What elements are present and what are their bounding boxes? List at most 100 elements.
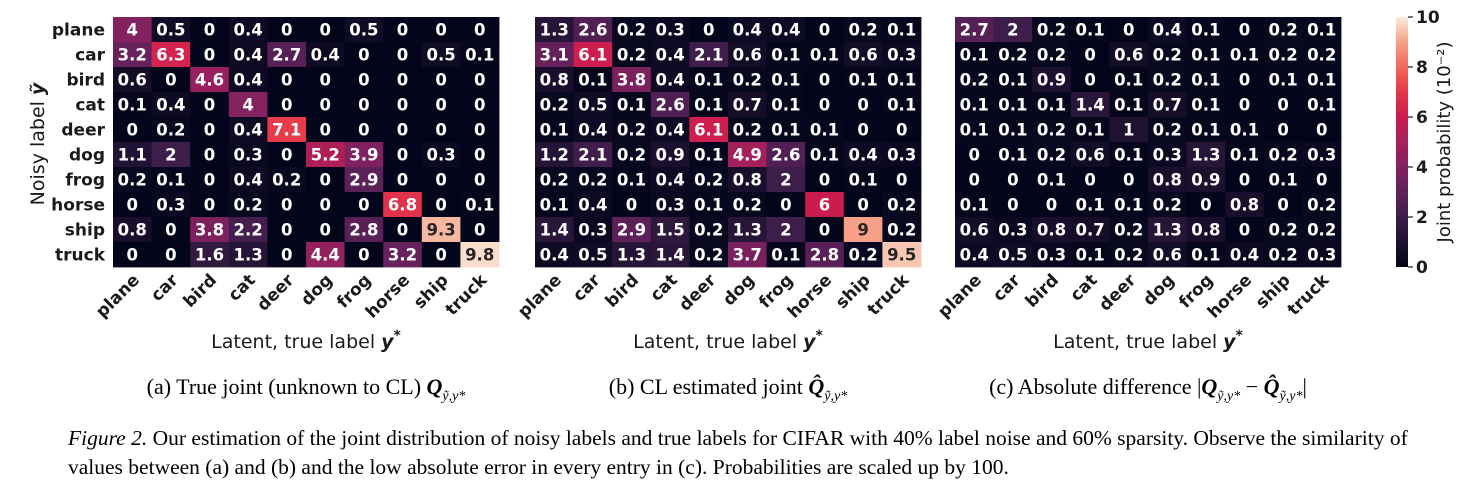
cell-value-label: 0.1 (848, 71, 877, 90)
cell-value-label: 3.7 (733, 246, 762, 265)
cell-value-label: 0.2 (617, 121, 646, 140)
cell-value-label: 0.3 (1153, 146, 1182, 165)
cell-value-label: 0 (320, 71, 331, 90)
cell-value-label: 0.1 (771, 46, 800, 65)
heatmap-cell (1148, 242, 1187, 268)
heatmap-cell (1225, 117, 1265, 143)
cell-value-label: 0 (819, 96, 830, 115)
heatmap-cell (689, 117, 729, 143)
cell-value-label: 0.1 (1191, 21, 1220, 40)
cell-value-label: 0.8 (118, 221, 147, 240)
heatmap-cell (421, 192, 461, 218)
cell-value-label: 0 (165, 246, 176, 265)
cell-value-label: 2.7 (272, 46, 301, 65)
cell-value-label: 0 (819, 71, 830, 90)
cell-value-label: 4 (242, 96, 253, 115)
heatmap-cell (1148, 217, 1187, 243)
heatmap-cell (1302, 142, 1342, 168)
cell-value-label: 0.1 (694, 146, 723, 165)
heatmap-cell (383, 142, 423, 168)
cell-value-label: 2.6 (578, 21, 607, 40)
heatmap-cell (1148, 142, 1187, 168)
cell-value-label: 0 (435, 96, 446, 115)
heatmap-cell (1148, 192, 1187, 218)
cell-value-label: 0.1 (960, 96, 989, 115)
cell-value-label: 0.2 (118, 171, 147, 190)
heatmap-cell (1070, 42, 1110, 68)
caption-lead: Figure 2. (68, 426, 148, 450)
cell-value-label: 0 (358, 196, 369, 215)
cell-value-label: 1.4 (655, 246, 684, 265)
heatmap-cell (383, 117, 423, 143)
heatmap-cell (955, 217, 994, 243)
cell-value-label: 0.2 (1037, 46, 1066, 65)
x-tick-label: plane (934, 270, 986, 322)
cell-value-label: 0.4 (733, 21, 762, 40)
cell-value-label: 0 (1239, 71, 1250, 90)
heatmap-cell (573, 142, 613, 168)
heatmap-cell (1148, 17, 1187, 43)
cell-value-label: 0 (1007, 171, 1018, 190)
x-tick-label: plane (92, 270, 144, 322)
heatmap-cell (843, 117, 883, 143)
heatmap-cell (151, 92, 191, 118)
heatmap-cell (383, 42, 423, 68)
heatmap-cell (460, 142, 500, 168)
cell-value-label: 0.1 (771, 96, 800, 115)
cell-value-label: 2 (780, 171, 791, 190)
heatmap-cell (267, 192, 307, 218)
heatmap-cell (1225, 192, 1265, 218)
cell-value-label: 0.2 (617, 21, 646, 40)
cell-value-label: 0.2 (540, 96, 569, 115)
heatmap-cell (573, 167, 613, 193)
colorbar: 0 2 4 6 8 10 Joint probability (10⁻²) (1396, 8, 1455, 278)
cell-value-label: 2.8 (810, 246, 839, 265)
heatmap-cell (805, 142, 845, 168)
heatmap-cell (993, 167, 1033, 193)
cell-value-label: 0 (281, 71, 292, 90)
heatmap-cell (728, 192, 767, 218)
cell-value-label: 4.6 (195, 71, 224, 90)
heatmap-cell (843, 217, 883, 243)
heatmap-cell (190, 167, 230, 193)
cell-value-label: 7.1 (272, 121, 301, 140)
cell-value-label: 0.3 (426, 146, 455, 165)
heatmap-cell (689, 167, 729, 193)
cell-value-label: 0.2 (1307, 196, 1336, 215)
colorbar-tick-label: 4 (1416, 158, 1428, 178)
heatmap-cell (151, 117, 191, 143)
heatmap-cell (421, 117, 461, 143)
heatmap-cell (421, 17, 461, 43)
heatmap-cell (535, 142, 574, 168)
heatmap-cell (882, 142, 922, 168)
y-axis-label: Noisy labelỹ (27, 81, 49, 205)
cell-value-label: 0 (1239, 221, 1250, 240)
heatmap-cell (993, 117, 1033, 143)
cell-value-label: 0.1 (1191, 96, 1220, 115)
cell-value-label: 0 (435, 196, 446, 215)
colorbar-label: Joint probability (10⁻²) (1434, 42, 1455, 244)
cell-value-label: 0.3 (578, 221, 607, 240)
heatmap-cell (535, 167, 574, 193)
cell-value-label: 9 (857, 221, 868, 240)
cell-value-label: 0 (1084, 46, 1095, 65)
cell-value-label: 0.1 (118, 96, 147, 115)
heatmap-cell (882, 217, 922, 243)
heatmap-cell (228, 167, 268, 193)
heatmap-cell (190, 217, 230, 243)
heatmap-cell (460, 92, 500, 118)
cell-value-label: 0 (474, 96, 485, 115)
heatmap-cell (460, 192, 500, 218)
cell-value-label: 0 (204, 121, 215, 140)
heatmap-cell (344, 92, 384, 118)
cell-value-label: 2 (1007, 21, 1018, 40)
heatmap-cell (843, 92, 883, 118)
heatmap-cell (993, 242, 1033, 268)
cell-value-label: 0.4 (848, 146, 877, 165)
cell-value-label: 0 (358, 246, 369, 265)
cell-value-label: 0.1 (848, 171, 877, 190)
heatmap-cell (1148, 67, 1187, 93)
heatmap-cell (1186, 42, 1226, 68)
heatmap-cell (1302, 217, 1342, 243)
cell-value-label: 0 (857, 96, 868, 115)
